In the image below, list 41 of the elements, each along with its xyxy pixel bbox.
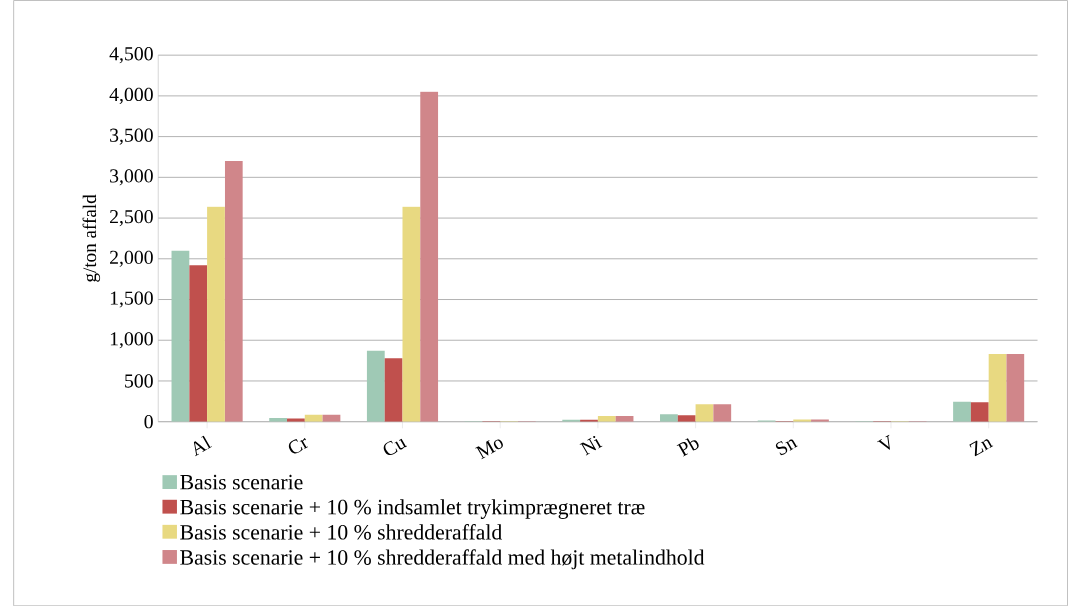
y-tick-label: 4,500 (109, 46, 153, 64)
y-tick-label: 3,000 (110, 169, 153, 186)
bar (207, 206, 225, 422)
x-tick-label: Al (193, 435, 212, 457)
bar (384, 358, 403, 422)
y-tick-label: 2,500 (110, 209, 153, 227)
bar (402, 206, 421, 422)
y-tick-label: 2,000 (110, 250, 153, 267)
bar (420, 91, 439, 422)
bar (953, 401, 971, 422)
x-tick-label: Pb (676, 438, 699, 457)
x-tick-label: V (877, 434, 890, 450)
bar (660, 414, 678, 422)
x-tick-label: Cr (288, 437, 308, 454)
bar (988, 353, 1007, 422)
y-tick-label: 1,000 (110, 332, 153, 349)
y-axis-title: g/ton affald (82, 194, 101, 282)
bar (677, 415, 696, 422)
legend-label: Basis scenarie + 10 % shredderaffald med højt metalindhold (180, 549, 705, 570)
x-tick-label: Cu (383, 438, 408, 455)
bar (695, 404, 714, 422)
y-tick-label: 0 (144, 414, 153, 429)
bar (1006, 353, 1025, 422)
x-tick-label: Mo (475, 439, 503, 460)
bar (366, 350, 385, 422)
bar (189, 265, 208, 422)
legend-label: Basis scenarie + 10 % indsamlet trykimprægneret træ (180, 499, 645, 519)
bar (713, 404, 732, 422)
x-tick-label: Ni (579, 435, 603, 456)
y-tick-label: 4,000 (109, 87, 153, 104)
legend-label: Basis scenarie (180, 474, 303, 490)
x-tick-label: Zn (969, 439, 994, 457)
bar (287, 418, 305, 422)
legend-label: Basis scenarie + 10 % shredderaffald (180, 523, 503, 540)
bar (224, 160, 243, 422)
bar (970, 402, 989, 422)
y-tick-label: 1,500 (110, 291, 153, 308)
y-tick-label: 3,500 (110, 128, 153, 145)
y-tick-label: 500 (125, 374, 153, 388)
x-tick-label: Sn (775, 439, 798, 456)
bar (171, 250, 190, 422)
